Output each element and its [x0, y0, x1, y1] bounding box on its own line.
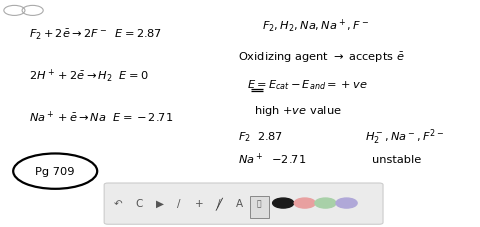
Text: high $+ve$ value: high $+ve$ value	[254, 103, 342, 117]
Text: unstable: unstable	[372, 154, 421, 164]
Text: ⛰: ⛰	[257, 199, 262, 208]
Text: $Na^+$  $-2.71$: $Na^+$ $-2.71$	[238, 151, 306, 167]
Text: C: C	[135, 198, 143, 208]
Text: $Na^+ + \bar{e} \rightarrow Na$  $E=-2.71$: $Na^+ + \bar{e} \rightarrow Na$ $E=-2.71…	[29, 109, 173, 125]
Text: /: /	[216, 198, 220, 208]
Text: ▶: ▶	[156, 198, 164, 208]
Text: +: +	[195, 198, 204, 208]
Text: /: /	[177, 198, 180, 208]
Text: ╱: ╱	[215, 197, 222, 210]
Text: $H_2^-, Na^-, F^{2-}$: $H_2^-, Na^-, F^{2-}$	[365, 126, 444, 146]
Text: $F_2 + 2\bar{e} \rightarrow 2F^-$  $E= 2.87$: $F_2 + 2\bar{e} \rightarrow 2F^-$ $E= 2.…	[29, 28, 162, 42]
Circle shape	[294, 198, 315, 208]
Circle shape	[336, 198, 357, 208]
FancyBboxPatch shape	[250, 196, 269, 218]
Text: A: A	[236, 198, 242, 208]
Circle shape	[273, 198, 294, 208]
Text: $F_2$  $2.87$: $F_2$ $2.87$	[238, 129, 283, 143]
Text: $F_2, H_2, Na, Na^+, F^-$: $F_2, H_2, Na, Na^+, F^-$	[262, 17, 369, 35]
Text: ↶: ↶	[114, 198, 123, 208]
Text: Oxidizing agent $\rightarrow$ accepts $\bar{e}$: Oxidizing agent $\rightarrow$ accepts $\…	[238, 51, 404, 65]
Text: $E = E_{cat} - E_{and} = +ve$: $E = E_{cat} - E_{and} = +ve$	[247, 78, 368, 92]
Text: $2H^+ + 2\bar{e} \rightarrow H_2$  $E = 0$: $2H^+ + 2\bar{e} \rightarrow H_2$ $E = 0…	[29, 68, 148, 85]
FancyBboxPatch shape	[104, 183, 383, 224]
Text: Pg 709: Pg 709	[36, 166, 75, 176]
Circle shape	[315, 198, 336, 208]
